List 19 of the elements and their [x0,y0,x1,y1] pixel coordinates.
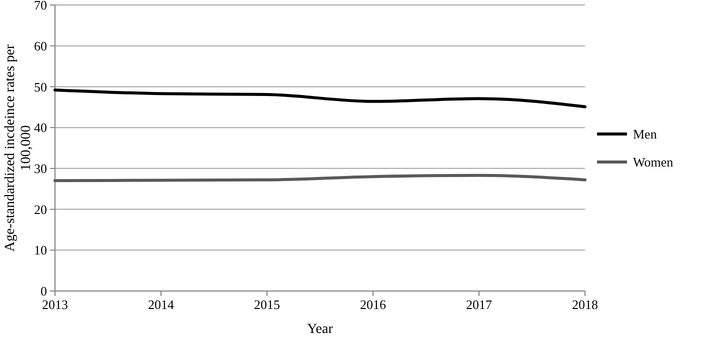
legend-label: Men [633,126,658,142]
x-tick-label: 2018 [572,297,598,312]
y-tick-label: 70 [34,0,47,13]
y-tick-label: 60 [34,38,47,54]
x-tick-label: 2016 [360,297,386,312]
x-axis-title: Year [307,322,334,337]
y-axis-title: Age-standardized incdeince rates per 100,000 [3,44,34,252]
y-tick-label: 10 [34,242,47,258]
x-tick-label: 2013 [42,297,68,312]
line-series [54,88,586,108]
y-tick-label: 20 [34,202,47,217]
x-tick-label: 2014 [148,297,174,312]
y-tick-label: 30 [34,160,47,176]
x-tick-label: 2015 [254,297,280,312]
legend-label: Women [633,154,674,170]
y-tick-label: 40 [34,120,47,136]
x-tick-label: 2017 [466,297,492,312]
y-tick-label: 0 [40,284,47,299]
y-tick-label: 50 [34,79,47,94]
